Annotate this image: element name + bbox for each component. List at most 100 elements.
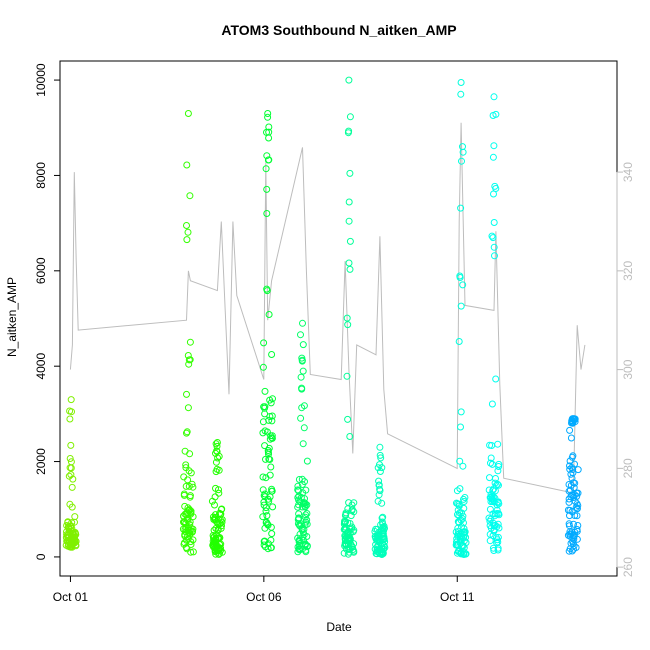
data-point bbox=[573, 504, 581, 512]
data-point bbox=[566, 528, 574, 536]
x-tick-label: Oct 01 bbox=[53, 590, 89, 604]
data-point bbox=[459, 281, 467, 289]
data-point bbox=[458, 509, 465, 517]
data-point bbox=[260, 339, 268, 347]
data-point bbox=[343, 314, 351, 322]
data-point bbox=[265, 444, 273, 452]
data-point bbox=[340, 526, 348, 533]
data-point bbox=[376, 451, 384, 459]
data-point bbox=[295, 510, 303, 518]
data-point bbox=[268, 412, 276, 420]
data-point bbox=[341, 512, 349, 519]
data-point bbox=[266, 396, 274, 404]
x-axis-label: Date bbox=[326, 620, 352, 634]
data-point bbox=[183, 161, 191, 169]
data-point bbox=[494, 440, 502, 448]
data-point bbox=[186, 192, 194, 200]
data-point bbox=[262, 455, 269, 463]
data-point bbox=[302, 518, 310, 526]
data-point bbox=[493, 506, 501, 514]
data-point bbox=[490, 485, 498, 493]
data-point bbox=[494, 480, 501, 488]
data-point bbox=[184, 404, 192, 412]
data-point bbox=[375, 481, 383, 489]
data-point bbox=[490, 547, 498, 554]
data-point-max bbox=[264, 110, 272, 117]
data-point bbox=[379, 549, 387, 556]
data-point bbox=[489, 153, 497, 161]
data-point bbox=[209, 542, 217, 550]
data-point bbox=[344, 519, 352, 527]
data-point bbox=[494, 538, 502, 546]
data-point bbox=[181, 510, 189, 518]
data-point bbox=[376, 487, 384, 495]
data-point bbox=[268, 485, 276, 493]
data-point bbox=[350, 499, 358, 507]
data-point bbox=[460, 495, 467, 503]
data-point bbox=[212, 484, 219, 492]
data-point bbox=[348, 543, 356, 551]
data-point bbox=[66, 407, 74, 415]
y-tick-label: 8000 bbox=[34, 162, 48, 189]
data-point bbox=[492, 375, 500, 383]
data-point bbox=[495, 460, 503, 468]
data-point bbox=[379, 513, 387, 521]
data-point bbox=[212, 458, 220, 466]
data-point bbox=[64, 518, 72, 526]
data-point bbox=[184, 517, 192, 525]
y2-tick-label: 320 bbox=[621, 261, 635, 281]
data-point bbox=[569, 469, 577, 477]
data-point bbox=[564, 506, 572, 514]
data-point bbox=[350, 547, 358, 555]
series-cluster bbox=[62, 396, 80, 551]
data-point bbox=[189, 536, 197, 544]
data-point bbox=[569, 452, 577, 460]
data-point bbox=[456, 535, 464, 543]
data-point bbox=[299, 440, 307, 448]
data-point bbox=[489, 234, 497, 242]
data-point bbox=[212, 449, 219, 457]
data-point bbox=[67, 522, 75, 530]
data-point bbox=[460, 531, 468, 539]
data-point bbox=[346, 265, 354, 273]
data-point-max bbox=[345, 76, 353, 84]
data-point bbox=[259, 429, 267, 437]
data-point bbox=[183, 222, 190, 229]
data-point bbox=[294, 482, 302, 490]
data-point bbox=[495, 510, 503, 518]
data-point bbox=[189, 483, 197, 491]
data-point bbox=[212, 525, 220, 532]
data-point bbox=[184, 535, 192, 543]
data-point bbox=[265, 497, 273, 505]
data-point bbox=[265, 450, 272, 458]
data-point bbox=[186, 338, 194, 346]
data-point bbox=[348, 505, 356, 513]
data-point bbox=[187, 469, 195, 477]
data-point bbox=[263, 210, 271, 217]
data-point bbox=[215, 466, 223, 474]
data-point bbox=[489, 112, 497, 119]
data-point bbox=[301, 502, 309, 510]
data-point bbox=[216, 516, 224, 524]
data-point bbox=[488, 400, 496, 408]
data-point bbox=[567, 481, 575, 489]
data-point bbox=[491, 512, 499, 520]
data-point bbox=[494, 467, 502, 475]
data-point bbox=[348, 523, 356, 531]
data-point bbox=[263, 152, 271, 160]
data-point bbox=[214, 527, 222, 534]
data-point bbox=[571, 491, 579, 499]
y-axis: 0 2000 4000 6000 8000 10000 bbox=[34, 63, 61, 560]
data-point bbox=[300, 402, 308, 410]
data-point bbox=[381, 524, 388, 532]
data-point bbox=[259, 363, 267, 371]
data-point bbox=[490, 243, 498, 251]
data-point bbox=[455, 547, 463, 555]
data-point bbox=[183, 390, 190, 398]
y2-tick-label: 300 bbox=[621, 359, 635, 379]
data-point bbox=[485, 514, 493, 522]
data-point bbox=[268, 530, 276, 538]
data-point bbox=[296, 546, 304, 554]
y2-tick-label: 260 bbox=[621, 557, 635, 577]
data-point bbox=[185, 482, 193, 490]
